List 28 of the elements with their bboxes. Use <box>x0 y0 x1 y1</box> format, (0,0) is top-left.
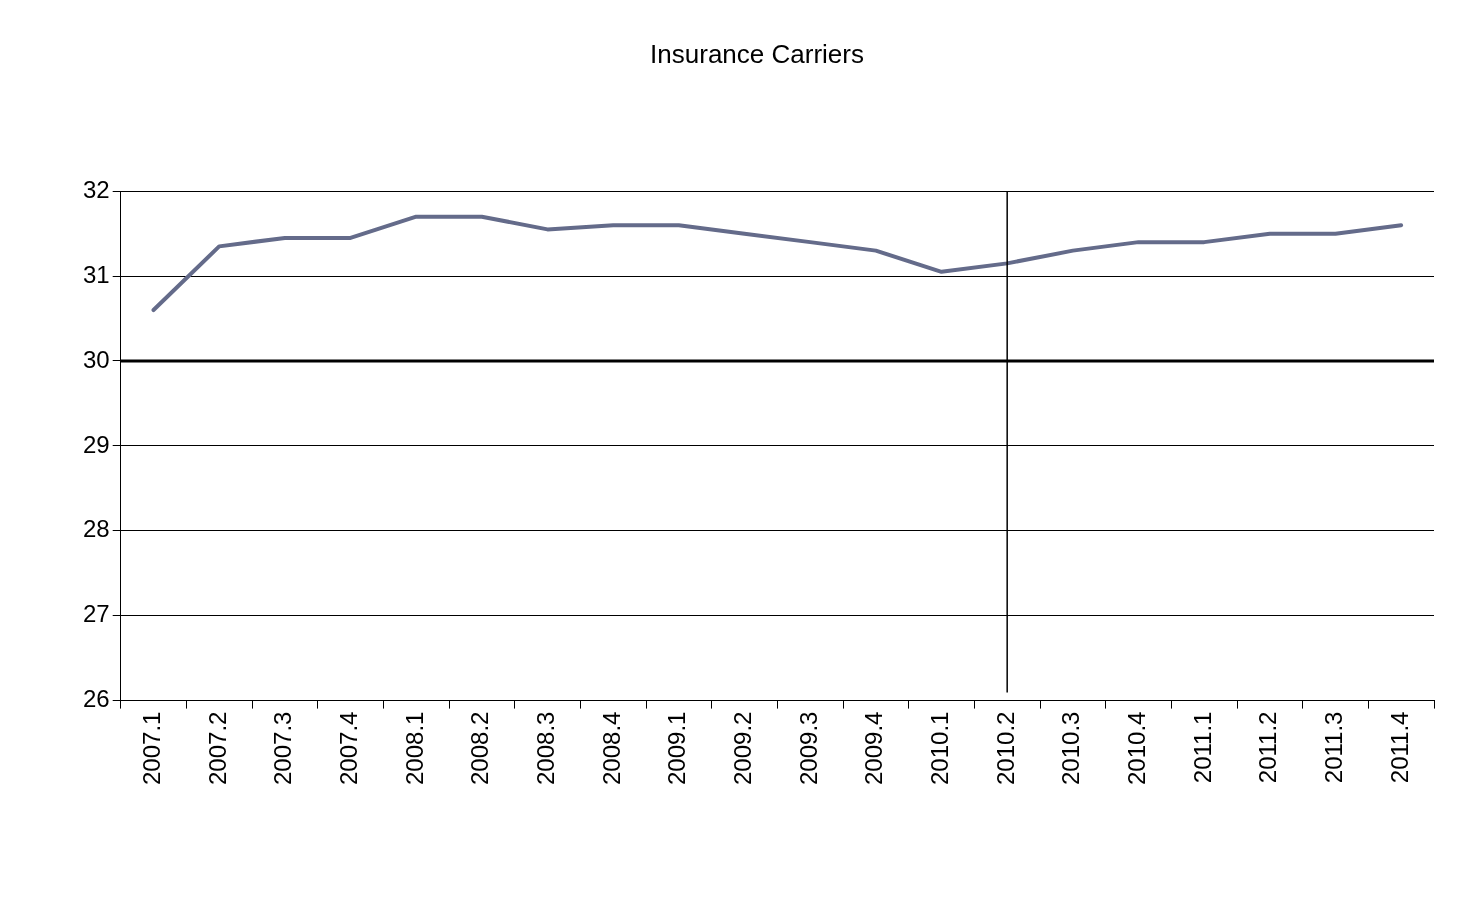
x-tick-label: 2007.4 <box>335 711 363 785</box>
chart-title: Insurance Carriers <box>650 38 864 69</box>
x-tick-label: 2008.2 <box>466 711 494 785</box>
x-tick-label: 2009.4 <box>860 711 888 785</box>
x-tick-label: 2010.1 <box>926 711 954 785</box>
x-tick-label: 2011.4 <box>1385 711 1413 784</box>
y-tick-label: 32 <box>82 175 110 203</box>
x-tick-label: 2007.1 <box>138 711 166 785</box>
x-tick-label: 2010.3 <box>1057 711 1085 785</box>
x-tick-label: 2010.2 <box>991 711 1019 785</box>
y-tick-label: 30 <box>82 345 110 373</box>
x-tick-label: 2009.1 <box>663 711 691 785</box>
y-tick-label: 26 <box>82 685 110 713</box>
x-tick-label: 2011.3 <box>1320 711 1348 784</box>
x-tick-label: 2007.3 <box>269 711 297 785</box>
x-tick-label: 2008.1 <box>400 711 428 785</box>
x-tick-label: 2008.4 <box>597 711 625 785</box>
x-tick-label: 2009.3 <box>794 711 822 785</box>
x-tick-label: 2011.2 <box>1254 711 1282 784</box>
x-tick-label: 2010.4 <box>1123 711 1151 785</box>
y-tick-label: 29 <box>82 430 110 458</box>
x-tick-label: 2007.2 <box>203 711 231 785</box>
y-tick-label: 31 <box>82 260 110 288</box>
y-tick-label: 28 <box>82 515 110 543</box>
x-tick-label: 2008.3 <box>532 711 560 785</box>
x-tick-label: 2009.2 <box>729 711 757 785</box>
x-tick-label: 2011.1 <box>1188 711 1216 784</box>
y-tick-label: 27 <box>82 600 110 628</box>
